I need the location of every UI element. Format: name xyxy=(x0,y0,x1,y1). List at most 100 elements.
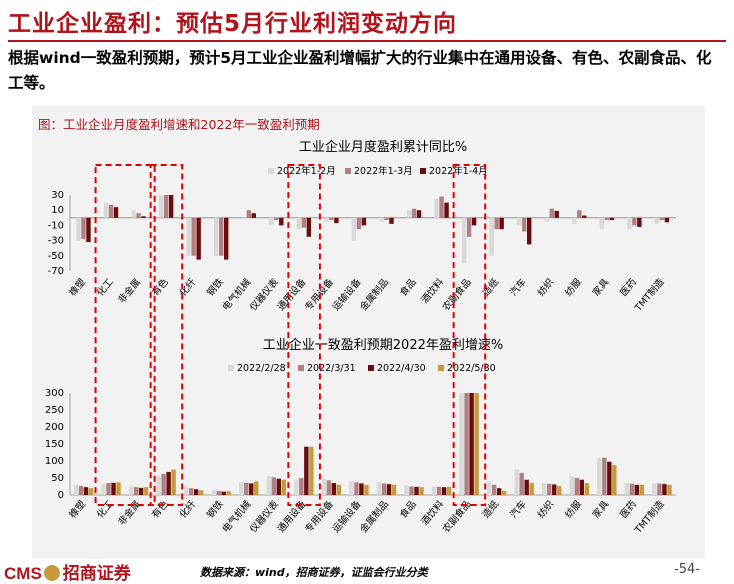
bar xyxy=(597,458,602,495)
bar xyxy=(662,484,667,495)
category-label: 纺服 xyxy=(562,498,584,521)
bar xyxy=(657,483,662,495)
bar xyxy=(214,217,219,256)
bar xyxy=(524,479,529,495)
chart-title: 工业企业月度盈利累计同比% xyxy=(299,139,467,155)
category-label: 医药 xyxy=(618,277,639,299)
bar xyxy=(416,210,422,218)
chart-monthly-profit-yoy: 工业企业月度盈利累计同比% 2022年1-2月 2022年1-3月 2022年1-4月… xyxy=(48,139,676,314)
bar xyxy=(501,490,507,495)
bar xyxy=(419,487,424,495)
bar xyxy=(269,217,274,226)
y-tick-label: 200 xyxy=(45,422,64,433)
highlight-box xyxy=(149,164,184,506)
bar xyxy=(294,479,299,495)
category-label: 金属制品 xyxy=(357,498,391,535)
bar xyxy=(246,210,251,218)
bar xyxy=(309,446,314,495)
bar xyxy=(364,484,369,495)
bar xyxy=(624,483,630,495)
bar xyxy=(494,217,499,230)
bar xyxy=(639,484,645,495)
bar xyxy=(517,217,522,226)
bar xyxy=(133,487,139,495)
category-label: 钢铁 xyxy=(204,276,226,299)
bar xyxy=(336,484,342,495)
bar xyxy=(627,217,632,230)
bar xyxy=(271,477,276,495)
bar xyxy=(414,486,419,495)
category-label: 非金属 xyxy=(116,498,144,528)
bar xyxy=(326,480,332,495)
highlight-box xyxy=(452,164,487,506)
y-tick-label: 0 xyxy=(58,490,64,501)
y-tick-label: -30 xyxy=(48,236,64,247)
bar xyxy=(584,483,589,495)
category-label: 橡塑 xyxy=(67,498,89,521)
legend-swatch xyxy=(420,168,426,174)
category-label: 金属制品 xyxy=(357,276,391,313)
bar xyxy=(637,217,642,227)
category-label: 纺织 xyxy=(535,498,556,520)
bar xyxy=(86,217,91,243)
bar xyxy=(654,217,660,224)
legend-swatch xyxy=(368,365,374,371)
legend-label: 2022年1-3月 xyxy=(354,165,413,177)
category-label: 食品 xyxy=(397,498,418,520)
bar xyxy=(439,196,444,218)
y-tick-label: 10 xyxy=(51,205,64,216)
bar xyxy=(569,476,574,495)
title-divider xyxy=(8,40,726,42)
bar xyxy=(612,465,617,495)
legend-swatch xyxy=(228,365,234,371)
bar xyxy=(356,217,362,230)
bar xyxy=(599,217,605,230)
bar xyxy=(241,217,246,219)
bar xyxy=(632,217,637,226)
bar xyxy=(279,217,284,226)
bar xyxy=(73,484,79,495)
category-label: 汽车 xyxy=(507,498,528,520)
legend-swatch xyxy=(345,168,351,174)
category-label: 汽车 xyxy=(507,276,528,298)
bar xyxy=(436,486,442,495)
bar xyxy=(522,217,527,232)
bar xyxy=(171,469,176,495)
bar xyxy=(249,483,254,495)
bar xyxy=(582,215,587,218)
bar xyxy=(557,486,562,495)
bar xyxy=(544,217,549,222)
category-label: 非金属 xyxy=(116,276,144,306)
y-tick-label: 100 xyxy=(45,456,64,467)
bar xyxy=(496,488,502,495)
category-label: 化工 xyxy=(94,498,116,521)
bar xyxy=(163,195,169,218)
bar xyxy=(324,217,329,222)
cms-logo: CMS 招商证券 xyxy=(4,559,131,584)
legend-swatch xyxy=(268,168,274,174)
bar xyxy=(141,216,146,218)
y-tick-label: 30 xyxy=(51,190,64,201)
page-number: -54- xyxy=(674,562,700,577)
bar xyxy=(131,210,136,218)
bar xyxy=(359,483,364,495)
bar xyxy=(514,469,519,495)
category-label: TMT制造 xyxy=(632,498,667,537)
bar xyxy=(106,483,111,495)
bar xyxy=(466,217,472,237)
bar xyxy=(136,213,141,218)
bar xyxy=(321,478,327,495)
legend-label: 2022/4/30 xyxy=(377,363,426,374)
category-label: 有色 xyxy=(149,276,171,299)
bar xyxy=(354,482,359,495)
bar xyxy=(88,488,94,495)
bar xyxy=(552,484,557,495)
bar xyxy=(572,217,577,224)
bar xyxy=(186,217,191,256)
bar xyxy=(471,217,477,226)
category-label: 家具 xyxy=(590,276,612,299)
bar xyxy=(198,490,204,495)
category-label: 化纤 xyxy=(177,276,199,299)
category-label: 橡塑 xyxy=(67,276,89,299)
bar xyxy=(296,217,302,230)
